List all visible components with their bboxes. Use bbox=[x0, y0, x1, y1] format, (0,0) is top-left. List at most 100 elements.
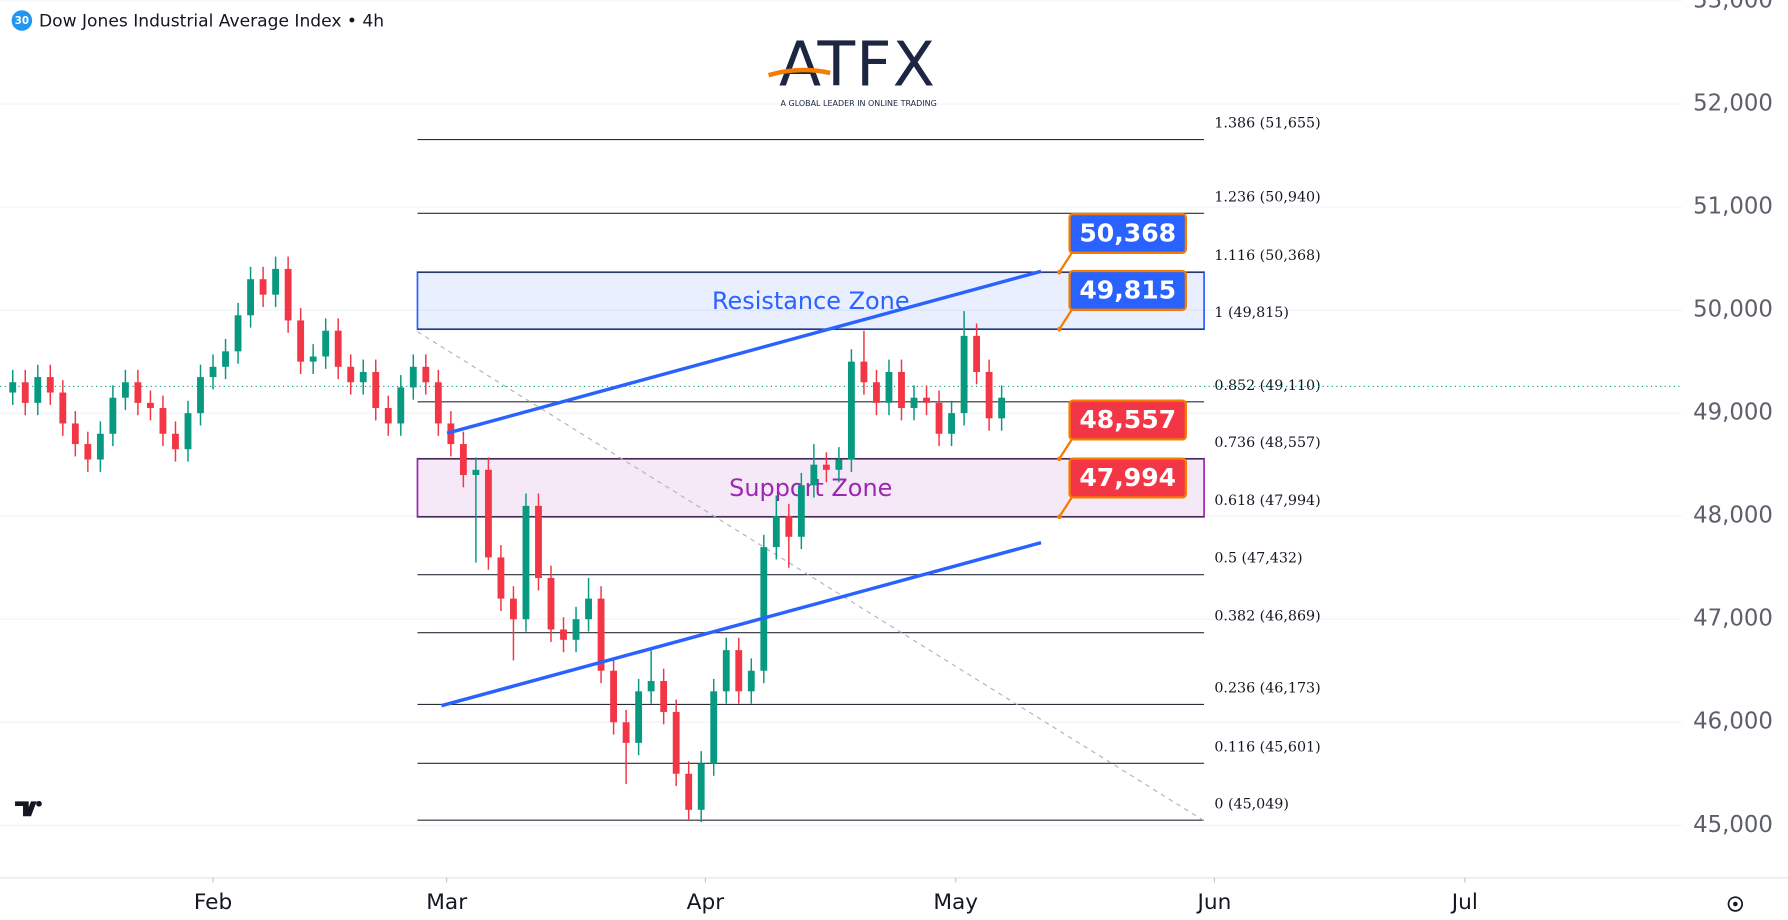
candle bbox=[222, 338, 229, 380]
candle-body bbox=[697, 763, 705, 810]
candle-body bbox=[222, 351, 229, 367]
candle bbox=[522, 493, 530, 632]
candle bbox=[184, 400, 192, 462]
candle-body bbox=[572, 619, 580, 640]
candle bbox=[434, 369, 442, 436]
candle bbox=[372, 359, 380, 421]
candle-body bbox=[184, 413, 192, 450]
candle bbox=[397, 375, 405, 436]
candle bbox=[234, 302, 242, 364]
candle-body bbox=[960, 335, 968, 414]
candle-body bbox=[109, 397, 117, 434]
candle bbox=[985, 359, 993, 431]
candle-body bbox=[685, 773, 693, 810]
candle bbox=[785, 503, 793, 568]
candle bbox=[247, 266, 254, 328]
candle bbox=[610, 658, 618, 735]
candle bbox=[735, 637, 743, 704]
tradingview-logo[interactable] bbox=[15, 800, 42, 817]
candle-body bbox=[610, 670, 618, 723]
candle-body bbox=[284, 268, 292, 321]
candle bbox=[147, 390, 154, 421]
candle-body bbox=[710, 691, 718, 764]
candle bbox=[59, 380, 67, 436]
candle bbox=[497, 545, 505, 611]
candle-body bbox=[547, 578, 555, 630]
fib-level-label: 0.5 (47,432) bbox=[1214, 551, 1302, 567]
candle-body bbox=[347, 366, 355, 383]
candle-body bbox=[885, 371, 893, 403]
candle bbox=[973, 323, 981, 385]
candle-body bbox=[21, 382, 29, 403]
callout-pointer bbox=[1058, 496, 1073, 518]
candle bbox=[46, 364, 54, 405]
candle-body bbox=[209, 366, 217, 378]
fib-level-label: 0.618 (47,994) bbox=[1214, 493, 1320, 509]
candle bbox=[885, 359, 893, 416]
candle-body bbox=[472, 469, 480, 475]
candle-body bbox=[848, 361, 855, 460]
candle bbox=[172, 421, 179, 462]
candle-body bbox=[422, 366, 430, 383]
settings-icon[interactable] bbox=[1727, 896, 1744, 912]
callout-label: 47,994 bbox=[1079, 463, 1176, 492]
zone-label: Resistance Zone bbox=[712, 287, 910, 315]
candle bbox=[797, 472, 805, 550]
candle bbox=[197, 364, 204, 426]
settings-icon-dot bbox=[1733, 901, 1738, 907]
candle bbox=[585, 578, 592, 632]
candle-body bbox=[121, 382, 129, 398]
candle bbox=[472, 457, 480, 563]
candle-body bbox=[434, 382, 442, 424]
candle bbox=[635, 678, 643, 756]
chart-title[interactable]: Dow Jones Industrial Average Index • 4h bbox=[39, 12, 384, 32]
candle bbox=[547, 565, 555, 642]
fib-level-label: 0.116 (45,601) bbox=[1214, 739, 1320, 755]
candle bbox=[34, 364, 42, 416]
candle bbox=[9, 369, 17, 405]
y-tick-label: 45,000 bbox=[1693, 812, 1773, 838]
candle-body bbox=[59, 392, 67, 424]
candle-body bbox=[359, 371, 367, 383]
fib-level-label: 0.852 (49,110) bbox=[1214, 378, 1320, 394]
callout-pointer bbox=[1058, 252, 1073, 273]
candle-body bbox=[247, 279, 254, 316]
candle-body bbox=[585, 598, 592, 620]
candle bbox=[322, 318, 330, 369]
candle-body bbox=[935, 402, 943, 434]
fib-level-label: 0 (45,049) bbox=[1214, 796, 1289, 812]
candle bbox=[272, 256, 280, 308]
candle-body bbox=[322, 330, 330, 357]
callout-box bbox=[1068, 269, 1187, 311]
candle-body bbox=[923, 397, 930, 403]
candle bbox=[572, 606, 580, 653]
candle-body bbox=[46, 377, 54, 393]
candle bbox=[722, 637, 730, 704]
candle-body bbox=[810, 464, 818, 486]
candle-body bbox=[835, 459, 843, 470]
candle-body bbox=[309, 356, 317, 362]
callout-label: 50,368 bbox=[1079, 219, 1176, 248]
callout-pointer bbox=[1058, 438, 1073, 460]
candle bbox=[159, 395, 167, 447]
candle-body bbox=[172, 433, 179, 450]
candle bbox=[384, 395, 392, 436]
resistance-trendline bbox=[446, 269, 1042, 435]
y-tick-label: 47,000 bbox=[1693, 606, 1773, 632]
candle-body bbox=[372, 371, 380, 409]
candle-body bbox=[397, 387, 405, 424]
x-tick-label: Apr bbox=[687, 890, 725, 915]
y-tick-label: 49,000 bbox=[1693, 400, 1773, 426]
candle bbox=[597, 586, 605, 684]
y-tick-label: 51,000 bbox=[1693, 194, 1773, 220]
candle-body bbox=[760, 547, 768, 671]
fib-level-label: 1.236 (50,940) bbox=[1214, 189, 1320, 205]
x-tick-label: Feb bbox=[194, 890, 232, 915]
fib-level-label: 0.736 (48,557) bbox=[1214, 435, 1320, 451]
candle-body bbox=[334, 330, 342, 367]
candle-body bbox=[409, 366, 417, 388]
candle bbox=[309, 344, 317, 375]
candle-body bbox=[647, 681, 655, 692]
fib-level-label: 1.386 (51,655) bbox=[1214, 116, 1320, 132]
